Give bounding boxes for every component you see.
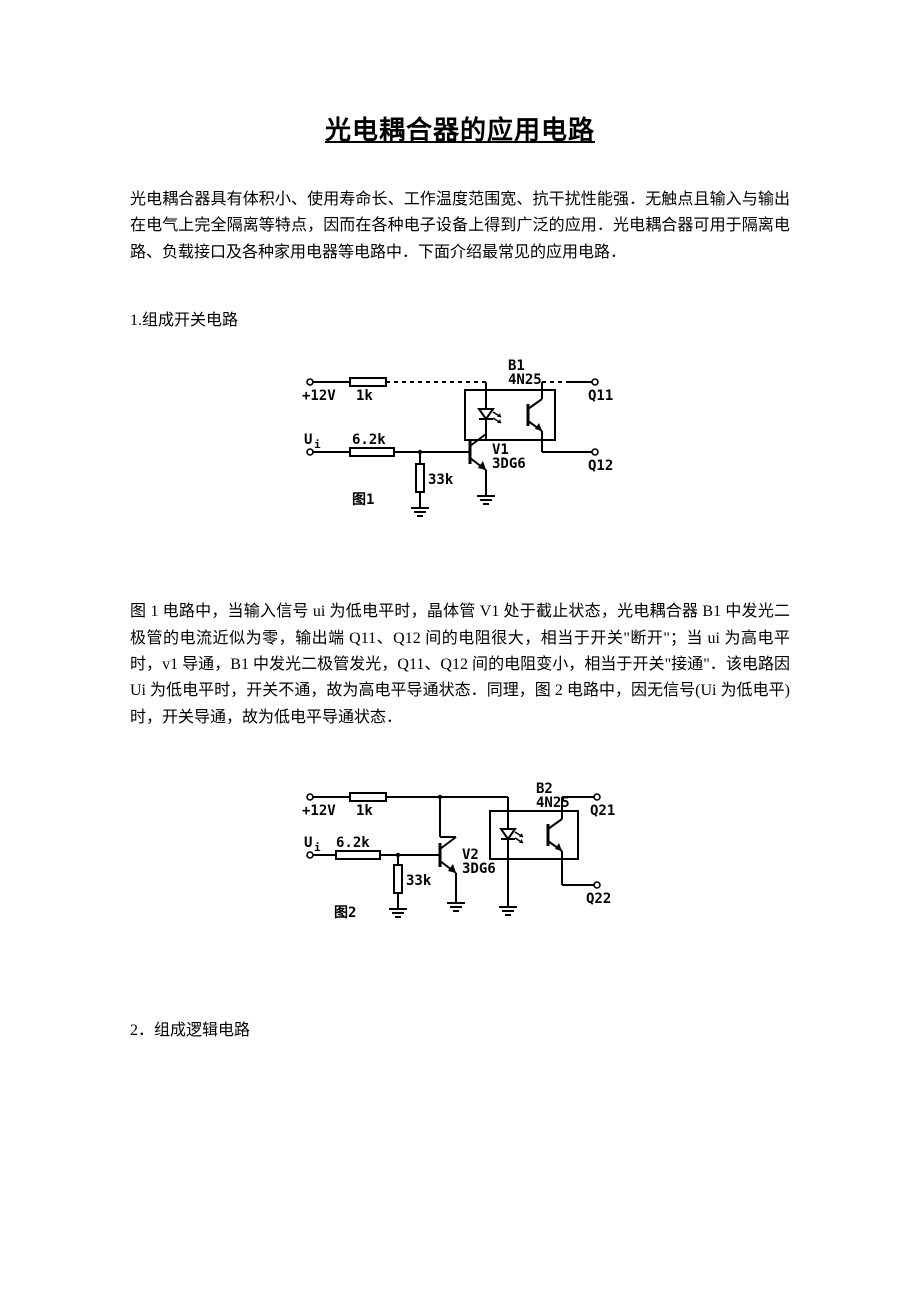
svg-text:图2: 图2 [334, 905, 356, 921]
svg-text:U: U [304, 835, 312, 851]
svg-text:Q12: Q12 [588, 458, 613, 474]
svg-text:Q22: Q22 [586, 891, 611, 907]
figure-1: +12V1kB14N25Q11Q12V13DG6Ui6.2k33k图1 [130, 354, 790, 549]
svg-text:U: U [304, 432, 312, 448]
figure-2: +12V1kB24N25Q21Q22Ui6.2k33kV23DG6图2 [130, 771, 790, 966]
svg-text:6.2k: 6.2k [352, 432, 386, 448]
svg-text:1k: 1k [356, 388, 373, 404]
svg-text:4N25: 4N25 [508, 372, 542, 388]
svg-text:Q11: Q11 [588, 388, 613, 404]
svg-text:33k: 33k [428, 472, 454, 488]
svg-text:1k: 1k [356, 803, 373, 819]
section-2-heading: 2．组成逻辑电路 [130, 1016, 790, 1040]
svg-text:i: i [314, 438, 321, 451]
section-1-heading: 1.组成开关电路 [130, 306, 790, 330]
svg-text:33k: 33k [406, 873, 432, 889]
svg-text:3DG6: 3DG6 [462, 861, 496, 877]
svg-text:图1: 图1 [352, 492, 374, 508]
intro-paragraph: 光电耦合器具有体积小、使用寿命长、工作温度范围宽、抗干扰性能强．无触点且输入与输… [130, 187, 790, 266]
svg-text:+12V: +12V [302, 803, 336, 819]
svg-text:+12V: +12V [302, 388, 336, 404]
svg-text:3DG6: 3DG6 [492, 456, 526, 472]
svg-text:i: i [314, 841, 321, 854]
page-title: 光电耦合器的应用电路 [130, 110, 790, 147]
paragraph-2: 图 1 电路中，当输入信号 ui 为低电平时，晶体管 V1 处于截止状态，光电耦… [130, 599, 790, 731]
svg-text:Q21: Q21 [590, 803, 615, 819]
svg-text:6.2k: 6.2k [336, 835, 370, 851]
